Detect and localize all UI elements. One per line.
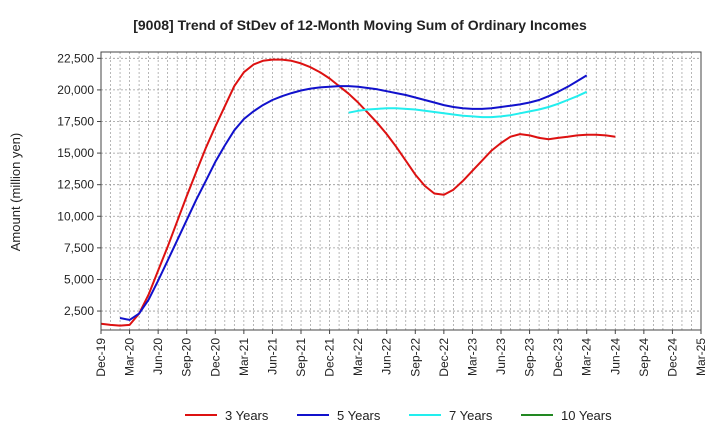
x-tick-label: Dec-20 xyxy=(208,338,222,377)
x-tick-label: Mar-20 xyxy=(123,338,137,376)
x-tick-label: Jun-20 xyxy=(151,338,165,375)
y-tick-label: 12,500 xyxy=(57,178,94,192)
plot-frame xyxy=(100,51,702,331)
y-tick-label: 22,500 xyxy=(57,51,94,65)
legend-label-5-years: 5 Years xyxy=(337,408,381,423)
x-tick-label: Mar-25 xyxy=(694,338,708,376)
x-tick-label: Dec-23 xyxy=(551,338,565,377)
y-tick-label: 2,500 xyxy=(64,304,94,318)
series-lines xyxy=(100,58,616,327)
y-tick-label: 10,000 xyxy=(57,209,94,223)
x-tick-label: Dec-21 xyxy=(323,338,337,377)
x-tick-label: Dec-22 xyxy=(437,338,451,377)
x-tick-label: Mar-22 xyxy=(351,338,365,376)
series-line-5-years xyxy=(119,74,588,321)
x-tick-label: Mar-24 xyxy=(580,338,594,376)
x-tick-label: Sep-24 xyxy=(637,338,651,377)
x-axis-ticks: Dec-19 Mar-20 Jun-20 Sep-20 Dec-20 Mar-21 Jun-… xyxy=(94,330,708,377)
legend-label-3-years: 3 Years xyxy=(225,408,269,423)
x-tick-label: Dec-24 xyxy=(665,338,679,377)
x-tick-label: Sep-21 xyxy=(294,338,308,377)
x-tick-label: Dec-19 xyxy=(94,338,108,377)
series-line-3-years xyxy=(100,58,616,327)
x-tick-label: Jun-22 xyxy=(380,338,394,375)
x-tick-label: Jun-21 xyxy=(265,338,279,375)
legend-label-7-years: 7 Years xyxy=(449,408,493,423)
y-axis-ticks: 2,500 5,000 7,500 10,000 12,500 15,000 17,500 2… xyxy=(57,51,101,318)
y-tick-label: 20,000 xyxy=(57,83,94,97)
x-tick-label: Mar-21 xyxy=(237,338,251,376)
chart-title: [9008] Trend of StDev of 12-Month Moving… xyxy=(133,17,587,33)
x-tick-label: Jun-24 xyxy=(608,338,622,375)
x-tick-label: Sep-22 xyxy=(408,338,422,377)
y-tick-label: 5,000 xyxy=(64,272,94,286)
x-tick-label: Mar-23 xyxy=(465,338,479,376)
y-tick-label: 17,500 xyxy=(57,115,94,129)
x-tick-label: Jun-23 xyxy=(494,338,508,375)
x-tick-label: Sep-23 xyxy=(523,338,537,377)
y-tick-label: 15,000 xyxy=(57,146,94,160)
legend-label-10-years: 10 Years xyxy=(561,408,612,423)
series-line-7-years xyxy=(348,90,588,119)
x-tick-label: Sep-20 xyxy=(180,338,194,377)
y-axis-title: Amount (million yen) xyxy=(8,133,23,252)
legend: 3 Years 5 Years 7 Years 10 Years xyxy=(185,408,612,423)
y-tick-label: 7,500 xyxy=(64,241,94,255)
